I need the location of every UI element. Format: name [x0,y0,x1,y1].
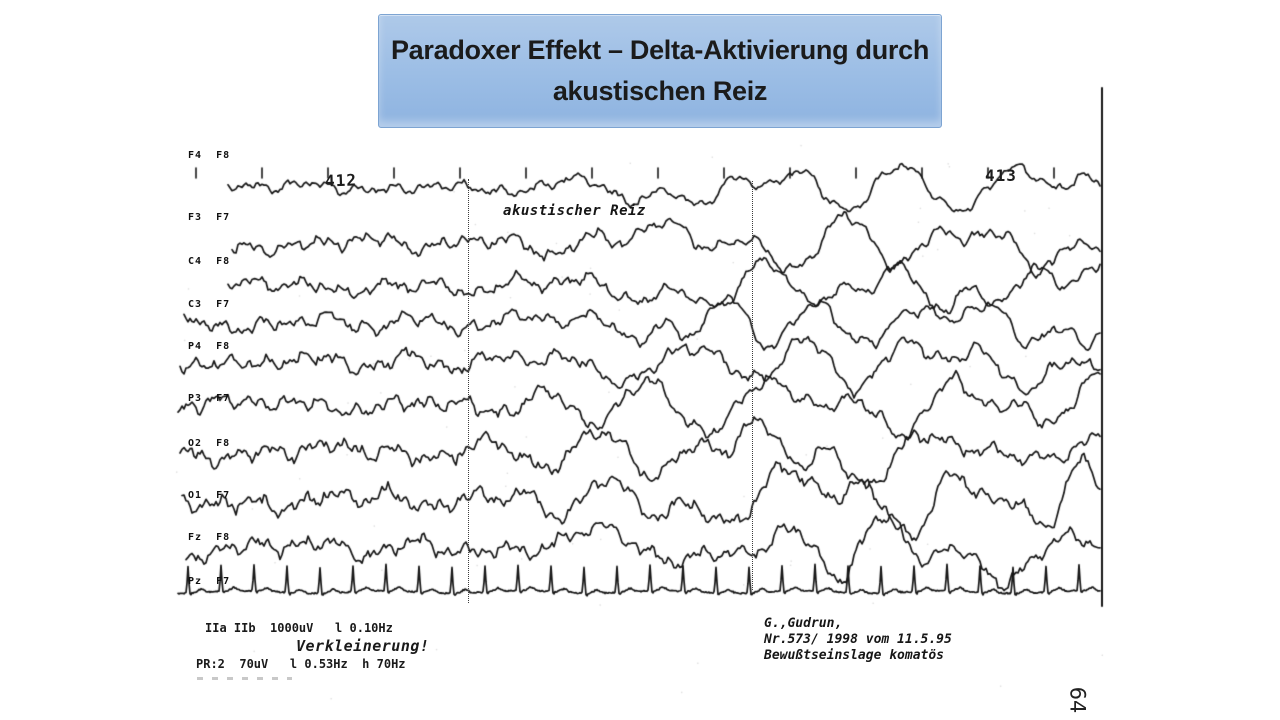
reduction-note: Verkleinerung! [296,637,430,655]
channel-label-4: P4 F8 [188,341,231,352]
patient-info: G.,Gudrun, Nr.573/ 1998 vom 11.5.95 Bewu… [764,616,952,664]
time-marker-413: 413 [985,166,1017,185]
eeg-traces-canvas [165,85,1115,720]
slide-title-line1: Paradoxer Effekt – Delta-Aktivierung dur… [390,35,930,65]
scan-artifact-marks [197,677,292,680]
channel-label-9: Pz F7 [188,576,231,587]
channel-label-8: Fz F8 [188,532,231,543]
channel-label-5: P3 F7 [188,393,231,404]
patient-record: Nr.573/ 1998 vom 11.5.95 [764,632,952,647]
channel-label-2: C4 F8 [188,256,231,267]
channel-label-1: F3 F7 [188,212,231,223]
page-number: 64 [1065,686,1090,714]
channel-label-7: O1 F7 [188,490,231,501]
stimulus-label: akustischer Reiz [503,203,646,219]
channel-label-3: C3 F7 [188,299,231,310]
channel-label-0: F4 F8 [188,150,231,161]
channel-label-6: O2 F8 [188,438,231,449]
stimulus-offset-line [752,181,753,590]
patient-state: Bewußtseinslage komatös [764,648,945,663]
calibration-settings-2: PR:2 70uV l 0.53Hz h 70Hz [196,657,406,671]
calibration-settings-1: IIa IIb 1000uV l 0.10Hz [205,621,393,635]
time-marker-412: 412 [324,170,358,191]
stimulus-onset-line [468,179,469,603]
patient-name: G.,Gudrun, [764,616,843,631]
